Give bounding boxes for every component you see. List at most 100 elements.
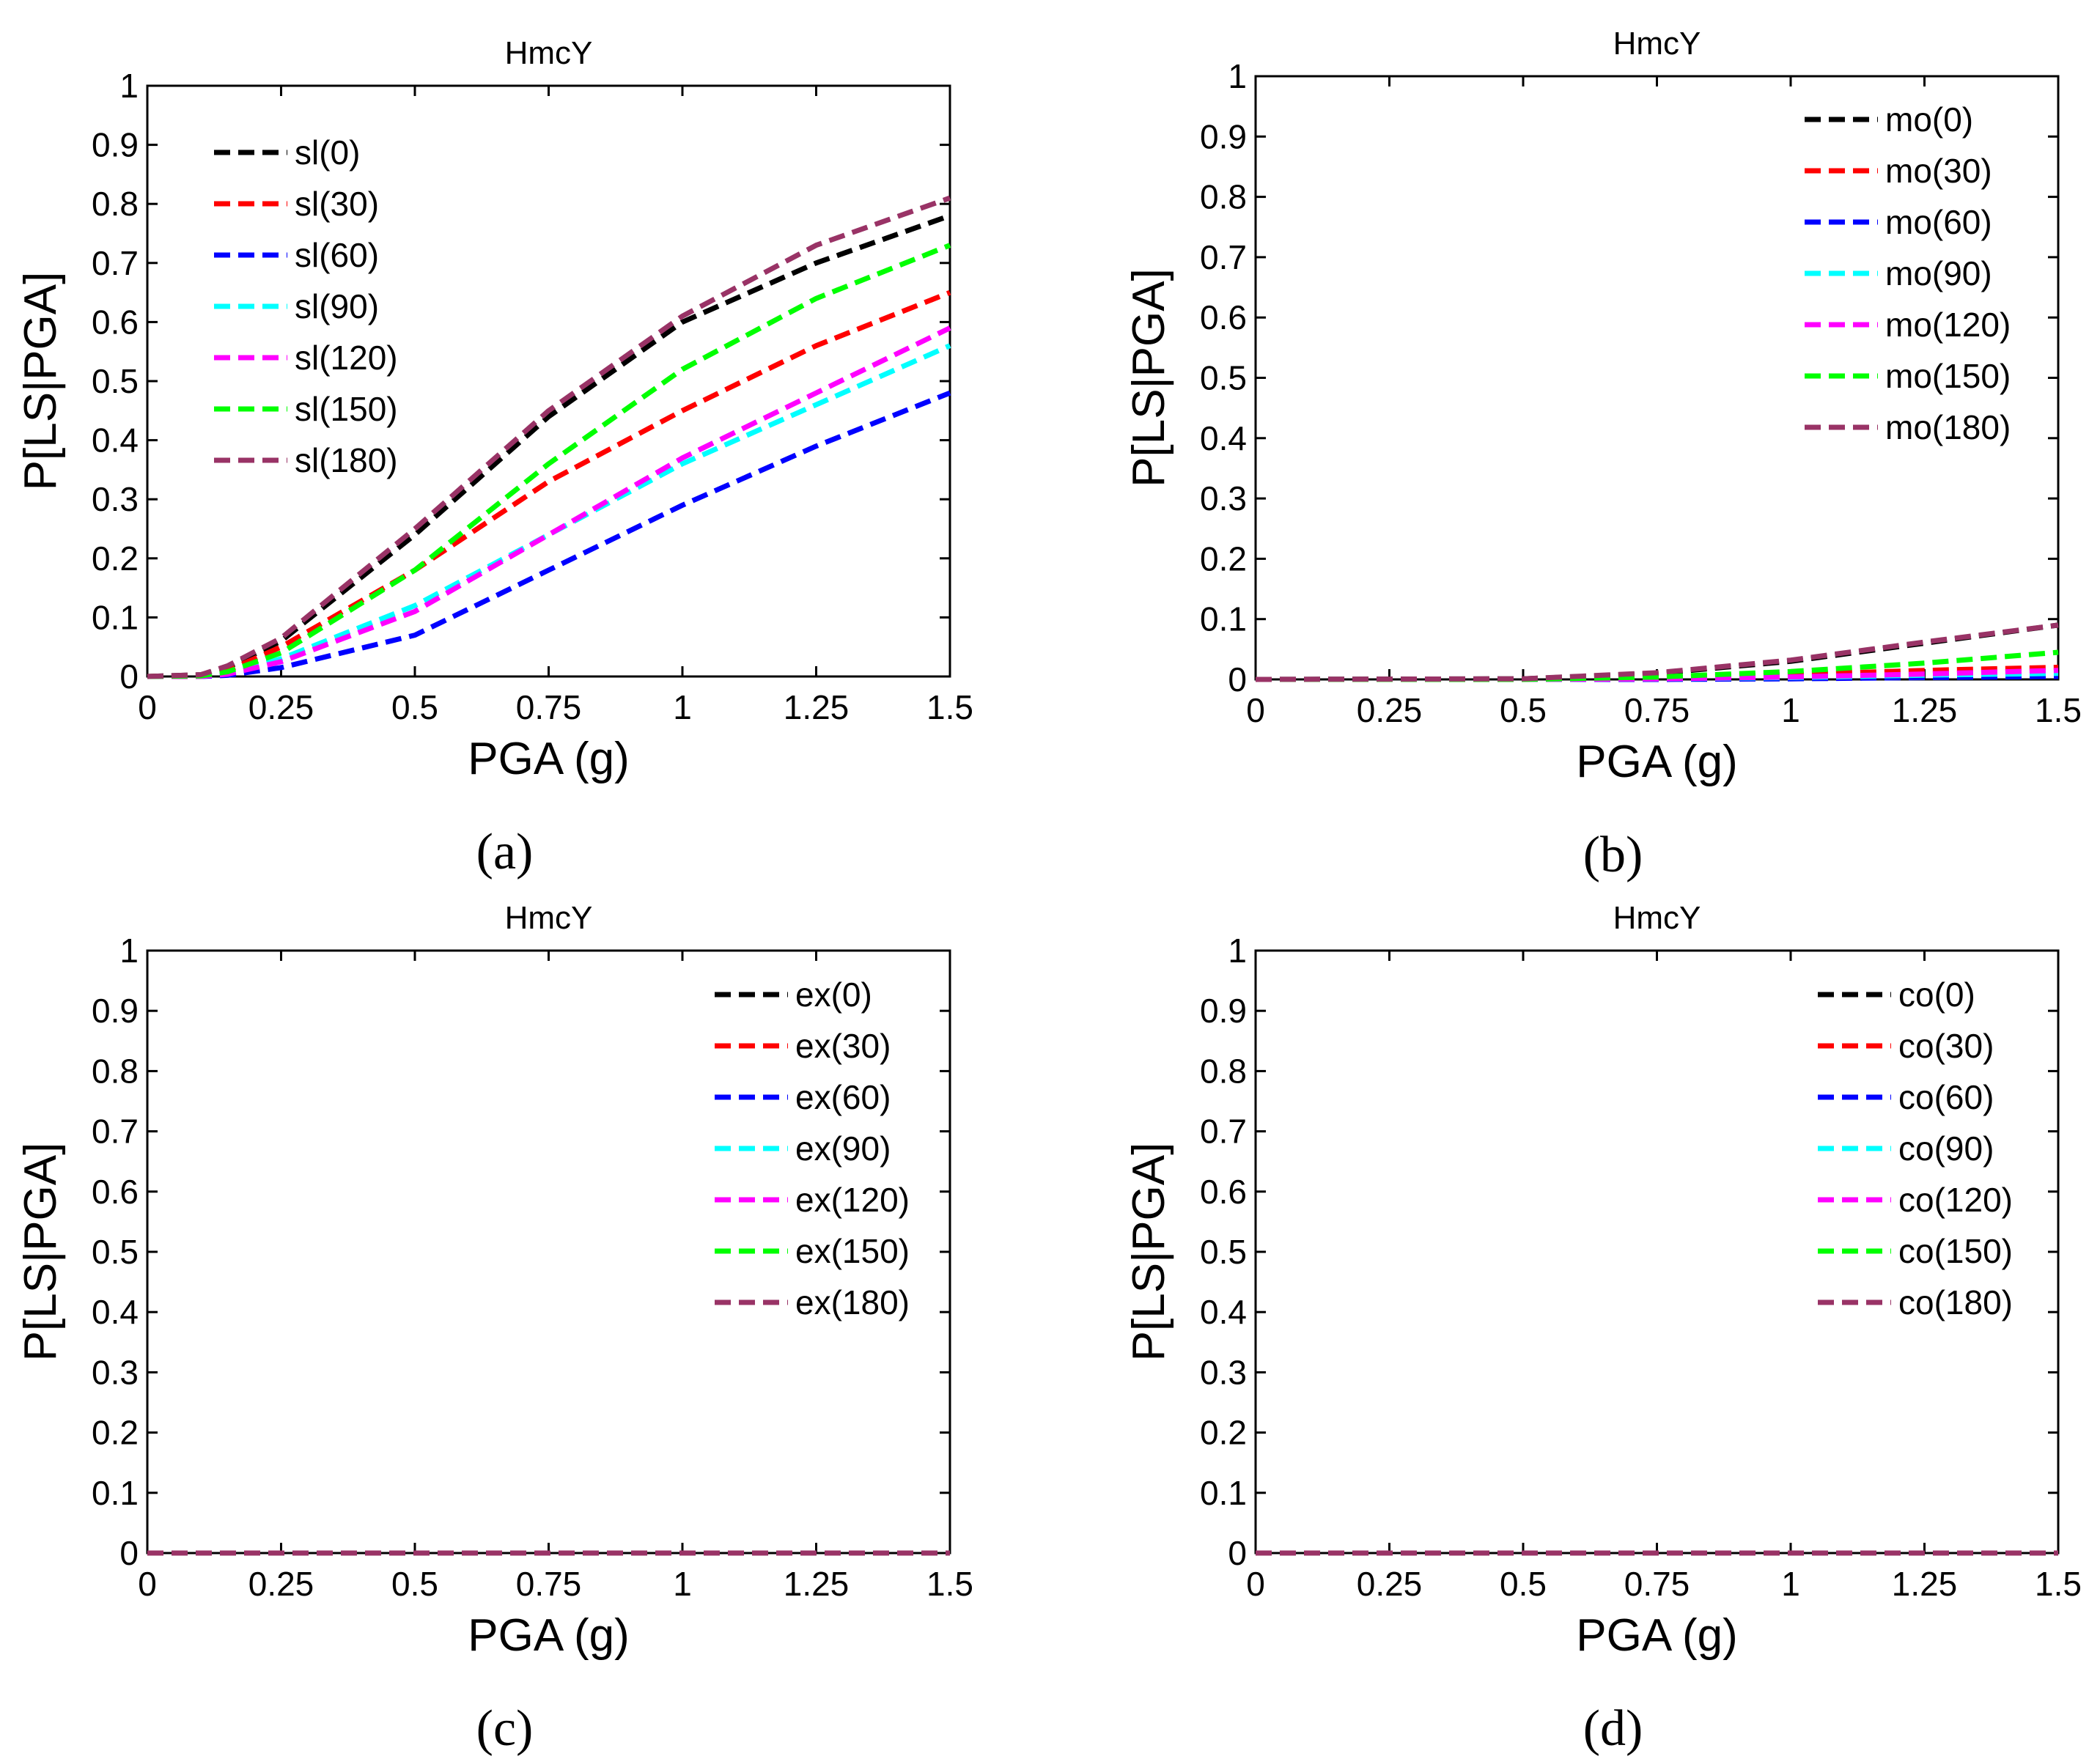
chart-title: HmcY	[1613, 900, 1701, 936]
y-tick-label: 0	[1228, 660, 1247, 698]
y-tick-label: 0.9	[1200, 117, 1247, 155]
x-tick-label: 1.25	[1892, 1565, 1958, 1603]
chart-panel-a: HmcY 0 0.25 0.5 0.75 1 1.25 1.5 0 0.1 0.2 0.3 0.4 0.5…	[15, 35, 973, 880]
x-tick-label: 1	[673, 688, 692, 726]
x-tick-label: 1.5	[2035, 691, 2082, 729]
y-tick-label: 1	[119, 67, 139, 105]
y-tick-label: 0.6	[1200, 1173, 1247, 1211]
legend-entry: ex(60)	[795, 1078, 891, 1116]
y-tick-label: 0.7	[92, 244, 139, 282]
y-tick-label: 1	[119, 932, 139, 970]
legend-entry: co(30)	[1898, 1027, 1994, 1065]
y-tick-label: 0.3	[92, 1353, 139, 1391]
y-tick-label: 0.9	[1200, 992, 1247, 1030]
y-tick-label: 0.7	[1200, 238, 1247, 276]
x-tick-label: 0	[1246, 691, 1265, 729]
x-tick-label: 0.25	[248, 688, 314, 726]
y-tick-label: 0.2	[92, 539, 139, 578]
x-axis-label: PGA (g)	[468, 1610, 630, 1661]
x-tick-label: 1.25	[784, 688, 850, 726]
y-tick-label: 1	[1228, 932, 1247, 970]
x-tick-label: 0.5	[1500, 1565, 1547, 1603]
x-tick-label: 1.25	[784, 1565, 850, 1603]
plot-frame	[1254, 949, 2060, 1555]
legend-entry: sl(0)	[295, 133, 360, 172]
x-tick-label: 1.25	[1892, 691, 1958, 729]
chart-title: HmcY	[505, 35, 593, 71]
y-tick-label: 0.9	[92, 992, 139, 1030]
x-tick-label: 0.75	[516, 688, 582, 726]
chart-panel-b: HmcY 0 0.25 0.5 0.75 1 1.25 1.5 0 0.1 0.2 0.3 0.4 0.5…	[1124, 26, 2082, 883]
y-tick-label: 0.2	[1200, 539, 1247, 578]
chart-title: HmcY	[505, 900, 593, 936]
x-tick-label: 0	[138, 1565, 157, 1603]
y-tick-label: 0.5	[92, 362, 139, 400]
panel-label: (d)	[1583, 1700, 1643, 1757]
y-tick-label: 0.2	[1200, 1414, 1247, 1452]
x-tick-label: 0	[138, 688, 157, 726]
y-tick-label: 0.4	[1200, 1293, 1247, 1331]
x-tick-label: 1	[673, 1565, 692, 1603]
y-axis-label: P[LS|PGA]	[1124, 1143, 1174, 1362]
plot-frame	[146, 84, 951, 678]
legend-entry: mo(60)	[1885, 203, 1992, 241]
x-tick-label: 0.75	[1624, 691, 1690, 729]
y-tick-label: 0.1	[92, 1474, 139, 1512]
y-axis-label: P[LS|PGA]	[15, 1143, 66, 1362]
x-axis-label: PGA (g)	[1576, 737, 1738, 787]
y-tick-label: 0	[119, 1534, 139, 1572]
legend-entry: mo(0)	[1885, 100, 1973, 139]
y-tick-label: 0.1	[1200, 1474, 1247, 1512]
legend-entry: ex(120)	[795, 1181, 910, 1219]
legend-entry: sl(180)	[295, 441, 398, 479]
x-tick-label: 0.25	[248, 1565, 314, 1603]
y-tick-label: 0.8	[1200, 1052, 1247, 1090]
x-tick-label: 1.5	[926, 1565, 973, 1603]
series-line-mo-180	[1255, 622, 2059, 682]
legend-entry: mo(180)	[1885, 408, 2011, 446]
y-tick-label: 0.3	[1200, 479, 1247, 517]
y-tick-label: 0.1	[92, 598, 139, 636]
legend-entry: sl(90)	[295, 287, 379, 325]
legend-entry: ex(90)	[795, 1129, 891, 1168]
legend-entry: sl(60)	[295, 236, 379, 274]
y-tick-label: 0.6	[92, 1173, 139, 1211]
x-tick-label: 1.5	[2035, 1565, 2082, 1603]
legend-entry: sl(120)	[295, 339, 398, 377]
x-tick-label: 0.25	[1357, 691, 1423, 729]
legend-entry: sl(30)	[295, 185, 379, 223]
plot-frame	[146, 949, 951, 1555]
legend-entry: ex(150)	[795, 1232, 910, 1270]
series-line-sl-150	[147, 243, 951, 679]
chart-panel-d: HmcY 0 0.25 0.5 0.75 1 1.25 1.5 0 0.1 0.2 0.3 0.4 0.5…	[1124, 900, 2082, 1757]
legend-entry: mo(30)	[1885, 152, 1992, 190]
legend-entry: co(180)	[1898, 1283, 2013, 1321]
series-line-sl-180	[147, 195, 951, 679]
x-axis-label: PGA (g)	[1576, 1610, 1738, 1661]
y-tick-label: 0.9	[92, 126, 139, 164]
panel-label: (a)	[476, 824, 534, 880]
legend-entry: co(120)	[1898, 1181, 2013, 1219]
y-tick-label: 0.7	[92, 1113, 139, 1151]
y-tick-label: 0.4	[1200, 419, 1247, 457]
y-tick-label: 0	[119, 657, 139, 696]
y-tick-label: 0.8	[92, 185, 139, 223]
legend-entry: mo(120)	[1885, 306, 2011, 344]
panel-label: (c)	[476, 1700, 534, 1757]
legend-entry: co(90)	[1898, 1129, 1994, 1168]
y-tick-label: 0	[1228, 1534, 1247, 1572]
x-tick-label: 0.5	[1500, 691, 1547, 729]
y-tick-label: 0.6	[92, 303, 139, 341]
chart-title: HmcY	[1613, 26, 1701, 62]
legend-entry: ex(30)	[795, 1027, 891, 1065]
y-tick-label: 0.5	[1200, 1233, 1247, 1271]
legend-entry: ex(180)	[795, 1283, 910, 1321]
y-tick-label: 0.6	[1200, 298, 1247, 336]
legend-entry: co(150)	[1898, 1232, 2013, 1270]
y-tick-label: 0.3	[92, 480, 139, 518]
y-tick-label: 0.4	[92, 421, 139, 460]
y-tick-label: 0.8	[1200, 178, 1247, 216]
legend-entry: co(60)	[1898, 1078, 1994, 1116]
x-tick-label: 1	[1781, 1565, 1800, 1603]
